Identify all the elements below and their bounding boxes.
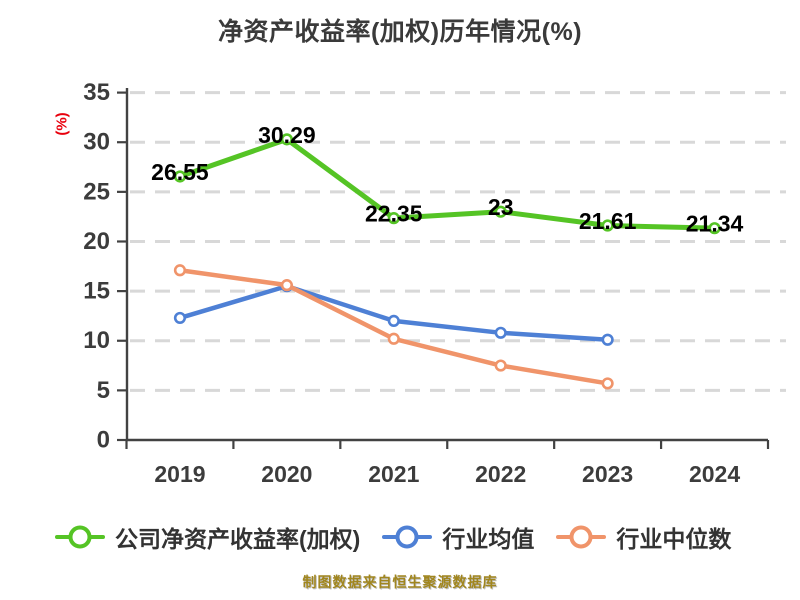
data-point-industry-median (387, 332, 400, 345)
data-point-company-roe (601, 219, 614, 232)
point-label-2021: 22.35 (365, 201, 423, 227)
series-line-industry-mean (177, 283, 610, 343)
legend-line-marker-industry-median-icon (556, 525, 607, 549)
y-gridlines (130, 91, 786, 392)
legend-item-industry-median[interactable]: 行业中位数 (556, 520, 731, 554)
x-tick-label-2024: 2024 (689, 461, 740, 487)
point-label-2022: 23 (488, 194, 514, 220)
point-label-2023: 21.61 (579, 208, 637, 234)
y-tick-label-35: 35 (83, 79, 110, 106)
legend-line-marker-industry-mean-icon (382, 525, 433, 549)
x-tick-label-2021: 2021 (368, 461, 419, 487)
legend-label-industry-mean: 行业均值 (442, 526, 535, 552)
data-point-company-roe (173, 170, 187, 183)
series-line-company-roe (177, 136, 718, 231)
series-industry-median (173, 264, 614, 390)
data-point-company-roe (387, 212, 400, 225)
data-point-company-roe (494, 205, 507, 218)
y-tick-labels: 0 5 10 15 20 25 30 35 (83, 79, 110, 453)
axis-lines (125, 88, 768, 442)
series-company-roe (173, 133, 721, 235)
legend-label-industry-median: 行业中位数 (616, 526, 732, 552)
y-axis-unit-label: (%) (54, 112, 71, 135)
data-point-company-roe (708, 222, 721, 235)
data-source-note: 制图数据来自恒生聚源数据库 (302, 574, 498, 590)
data-point-industry-median (494, 359, 507, 372)
data-point-industry-mean (387, 314, 400, 327)
x-tick-label-2023: 2023 (582, 461, 633, 487)
legend-dot-company-roe-icon (68, 525, 92, 549)
data-point-industry-median (280, 279, 293, 292)
data-point-industry-mean (173, 311, 187, 325)
x-tick-labels: 2019 2020 2021 2022 2023 2024 (154, 461, 740, 487)
axes (117, 88, 770, 449)
data-point-company-roe (280, 133, 293, 146)
y-tick-label-25: 25 (83, 178, 110, 205)
y-tick-label-5: 5 (97, 377, 110, 404)
y-tick-label-10: 10 (83, 327, 110, 354)
legend-dot-industry-median-icon (569, 525, 593, 549)
y-tick-label-15: 15 (83, 278, 110, 305)
data-point-industry-median (601, 377, 614, 390)
legend-line-marker-company-roe-icon (55, 525, 105, 549)
point-label-2024: 21.34 (686, 211, 744, 237)
y-tick-label-20: 20 (83, 228, 110, 255)
legend-item-industry-mean[interactable]: 行业均值 (382, 520, 534, 554)
x-tick-label-2022: 2022 (475, 461, 526, 487)
y-tick-label-0: 0 (97, 427, 110, 454)
data-point-industry-mean (601, 333, 614, 346)
legend-dot-industry-mean-icon (395, 525, 419, 549)
point-label-2020: 30.29 (258, 122, 316, 148)
legend-item-company-roe[interactable]: 公司净资产收益率(加权) (55, 520, 360, 554)
company-roe-point-labels: 26.55 30.29 22.35 23 21.61 21.34 (151, 122, 743, 237)
point-label-2019: 26.55 (151, 159, 209, 185)
legend-label-company-roe: 公司净资产收益率(加权) (115, 526, 361, 552)
y-tick-label-30: 30 (83, 129, 110, 156)
data-point-industry-mean (494, 326, 507, 339)
x-tick-label-2020: 2020 (261, 461, 312, 487)
chart-legend: 公司净资产收益率(加权) 行业均值 行业中位数 (55, 520, 731, 554)
plot-area: 0 5 10 15 20 25 30 35 2019 2020 2021 2022 2023 2024 (%… (54, 79, 786, 487)
x-tick-label-2019: 2019 (154, 461, 205, 487)
data-point-industry-median (173, 264, 187, 277)
chart-title: 净资产收益率(加权)历年情况(%) (217, 18, 583, 46)
